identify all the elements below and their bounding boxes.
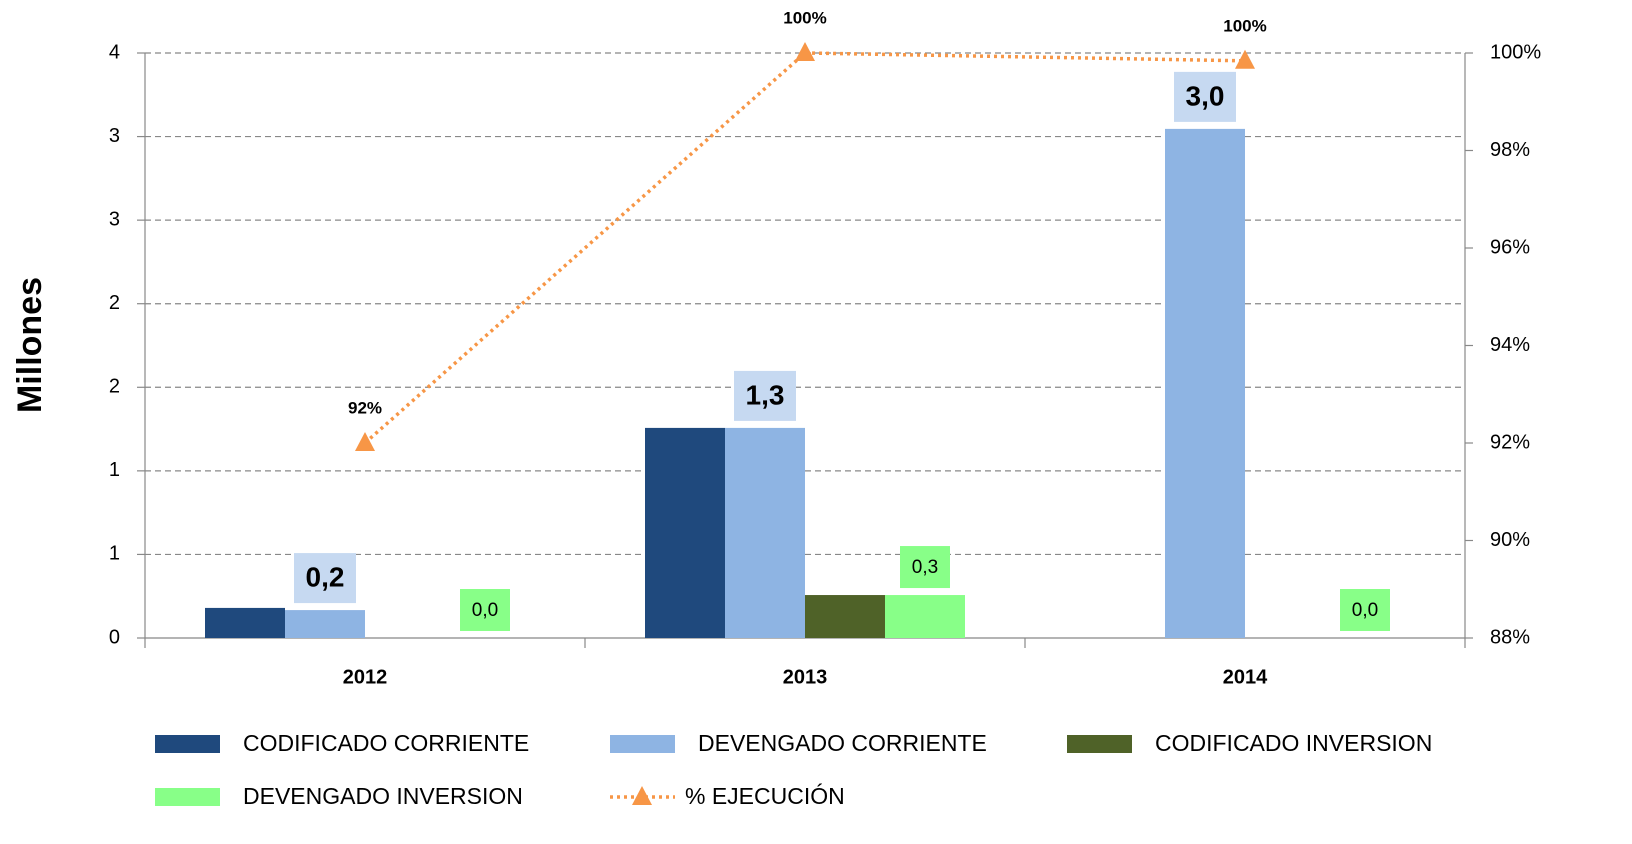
legend-label: DEVENGADO CORRIENTE	[698, 730, 987, 756]
y-tick-label: 1	[109, 543, 120, 565]
y-tick-label: 3	[109, 125, 120, 147]
legend-label: CODIFICADO CORRIENTE	[243, 730, 529, 756]
data-label-bg	[900, 546, 950, 589]
y-tick-label: 0	[109, 626, 120, 648]
x-tick-label: 2013	[783, 666, 828, 688]
legend-swatch	[155, 788, 220, 806]
bar	[205, 607, 285, 638]
bar	[885, 595, 965, 638]
y2-tick-label: 94%	[1490, 334, 1530, 356]
data-label-bg	[734, 370, 796, 421]
y2-tick-label: 96%	[1490, 236, 1530, 258]
data-label: 0,0	[1352, 600, 1378, 621]
data-label-bg	[294, 553, 356, 604]
bar	[285, 610, 365, 638]
y-tick-label: 3	[109, 208, 120, 230]
data-label: 100%	[1223, 16, 1266, 35]
legend-swatch	[155, 735, 220, 753]
line-series	[363, 51, 1246, 445]
data-label: 3,0	[1186, 80, 1225, 111]
y-tick-label: 1	[109, 459, 120, 481]
data-label-bg	[460, 589, 510, 631]
x-tick-label: 2014	[1223, 666, 1268, 688]
y2-tick-label: 100%	[1490, 41, 1541, 63]
y-tick-label: 2	[109, 292, 120, 314]
data-label-bg	[1174, 71, 1236, 122]
line-marker	[795, 42, 815, 61]
y-tick-label: 4	[109, 41, 120, 63]
bar	[1165, 128, 1245, 638]
y2-tick-label: 92%	[1490, 431, 1530, 453]
y-axis-label: Millones	[11, 277, 49, 413]
y-tick-label: 2	[109, 376, 120, 398]
legend-swatch	[1067, 735, 1132, 753]
legend-swatch	[610, 735, 675, 753]
data-label-bg	[1340, 589, 1390, 631]
x-tick-label: 2012	[343, 666, 388, 688]
data-label: 0,3	[912, 557, 938, 578]
bar	[805, 595, 885, 638]
y2-tick-label: 90%	[1490, 529, 1530, 551]
bar	[645, 427, 725, 638]
legend-label: CODIFICADO INVERSION	[1155, 730, 1432, 756]
y2-tick-label: 98%	[1490, 139, 1530, 161]
y2-tick-label: 88%	[1490, 626, 1530, 648]
data-label: 0,2	[306, 561, 345, 592]
legend-marker	[632, 786, 652, 805]
data-label: 92%	[348, 398, 382, 417]
data-label: 1,3	[746, 379, 785, 410]
data-label: 0,0	[472, 600, 498, 621]
line-marker	[1235, 49, 1255, 69]
legend-label: DEVENGADO INVERSION	[243, 783, 523, 809]
bar	[725, 427, 805, 638]
line-marker	[355, 432, 375, 451]
data-label: 100%	[783, 8, 826, 27]
legend-label: % EJECUCIÓN	[685, 783, 845, 809]
